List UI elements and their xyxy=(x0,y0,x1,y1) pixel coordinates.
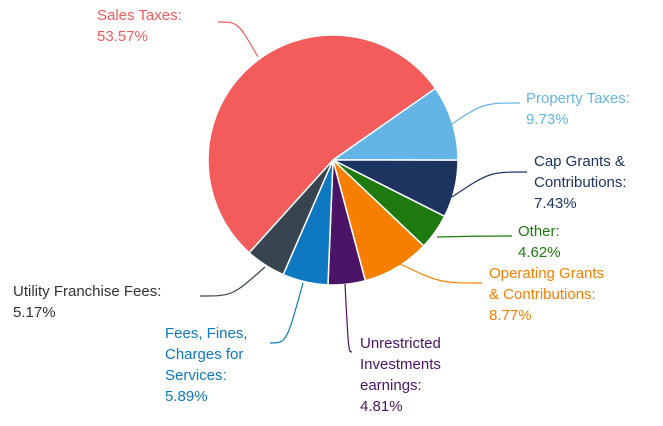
slice-label: Utility Franchise Fees: xyxy=(13,283,161,300)
label-line: Investments xyxy=(360,356,441,373)
label-line: Operating Grants xyxy=(489,265,604,282)
label-line: Property Taxes: xyxy=(526,90,630,107)
label-line: Unrestricted xyxy=(360,335,441,352)
value-label: 4.62% xyxy=(518,244,561,261)
value-label: 7.43% xyxy=(534,195,577,212)
label-line: earnings: xyxy=(360,377,422,394)
slice-label: Other: xyxy=(518,223,560,240)
leader-line xyxy=(217,21,259,58)
label-line: Cap Grants & xyxy=(534,153,625,170)
leader-line xyxy=(436,235,513,238)
value-label: 9.73% xyxy=(526,111,569,128)
slice-label: Property Taxes: xyxy=(526,90,630,107)
slice-label: Cap Grants & Contributions: xyxy=(534,153,627,191)
label-line: Other: xyxy=(518,223,560,240)
value-label: 5.89% xyxy=(165,388,208,405)
leader-line xyxy=(269,282,304,344)
label-line: Utility Franchise Fees: xyxy=(13,283,161,300)
leader-line xyxy=(451,171,528,198)
value-label: 8.77% xyxy=(489,307,532,324)
label-line: Contributions: xyxy=(534,174,627,191)
value-label: 53.57% xyxy=(97,28,148,45)
slice-label: Fees, Fines, Charges for Services: xyxy=(165,325,248,384)
label-line: Charges for xyxy=(165,346,243,363)
pie-slice xyxy=(207,34,437,254)
slice-label: Operating Grants & Contributions: xyxy=(489,265,604,303)
label-line: Fees, Fines, xyxy=(165,325,248,342)
label-line: Sales Taxes: xyxy=(97,7,182,24)
label-line: & Contributions: xyxy=(489,286,596,303)
slice-label: Unrestricted Investments earnings: xyxy=(360,335,441,394)
value-label: 5.17% xyxy=(13,304,56,321)
pie-slice xyxy=(330,87,459,161)
leader-line xyxy=(445,102,521,129)
slice-label: Sales Taxes: xyxy=(97,7,182,24)
leader-line xyxy=(344,283,353,353)
leader-line xyxy=(397,262,483,284)
label-line: Services: xyxy=(165,367,227,384)
value-label: 4.81% xyxy=(360,398,403,415)
leader-line xyxy=(199,266,266,297)
